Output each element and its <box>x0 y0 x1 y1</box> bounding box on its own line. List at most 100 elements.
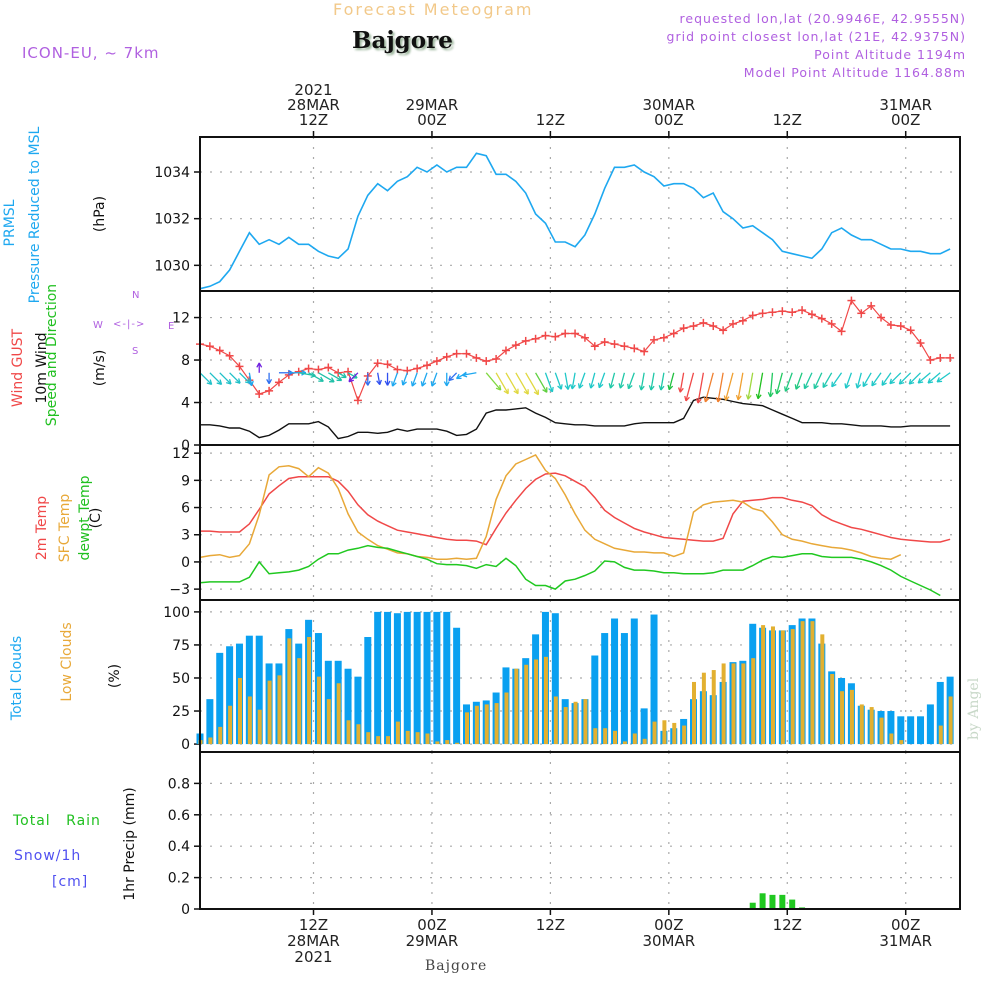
wind-arrow-head <box>420 381 423 387</box>
wind-arrow-shaft <box>704 372 714 403</box>
wind-arrow-shaft <box>889 372 902 385</box>
panel-2: −3 0 3 6 9 12 <box>169 445 960 600</box>
total-cloud-bar <box>226 646 234 745</box>
wind-arrow-head <box>542 389 548 393</box>
gust-marker <box>511 341 520 350</box>
wind-arrow-head <box>660 385 665 391</box>
wind-arrow-head <box>266 379 270 385</box>
gust-marker <box>373 359 382 368</box>
wind-arrow-head <box>677 387 681 393</box>
gust-marker <box>630 344 639 353</box>
low-cloud-bar <box>316 676 321 745</box>
wind-arrow-head <box>755 393 759 399</box>
low-cloud-bar <box>425 733 430 745</box>
wind-arrow-head <box>348 379 354 383</box>
wind-arrow-head <box>567 384 571 390</box>
wind-arrow-shaft <box>757 372 764 399</box>
wind-arrow <box>638 372 645 391</box>
gust-marker <box>580 333 589 342</box>
wind-arrow-head <box>578 384 584 389</box>
gust-marker <box>936 353 945 362</box>
low-cloud-bar <box>652 721 657 745</box>
y-tick-label: 0.4 <box>168 839 190 855</box>
wind-arrow-shaft <box>881 372 892 386</box>
top-time-label: 12Z <box>773 113 802 128</box>
gust-marker <box>393 365 402 374</box>
requested-coords: requested lon,lat (20.9946E, 42.9555N) <box>679 11 966 26</box>
wind-arrow-shaft <box>578 372 586 389</box>
wind-arrow-head <box>268 379 273 385</box>
wind-arrow-head <box>627 383 630 389</box>
total-cloud-bar <box>453 627 461 745</box>
wind-arrow-head <box>889 381 895 385</box>
gust-marker <box>265 386 274 395</box>
low-cloud-bar <box>613 730 618 745</box>
wind-arrow <box>318 372 335 383</box>
total-cloud-bar <box>897 716 905 745</box>
wind-arrow <box>209 372 223 386</box>
wind-arrow-shaft <box>308 372 324 382</box>
low-cloud-bar <box>810 621 815 745</box>
y-tick-label: 75 <box>172 638 190 654</box>
wind-arrow <box>256 362 263 373</box>
wind-arrow-head <box>871 383 877 387</box>
wind-arrow <box>794 372 803 390</box>
wind-arrow <box>219 372 232 385</box>
low-cloud-bar <box>632 733 637 745</box>
wind-arrow-head <box>364 380 369 386</box>
wind-arrow-head <box>795 385 801 390</box>
wind-arrow-shaft <box>769 372 774 397</box>
wind-arrow-shaft <box>248 372 253 386</box>
total-cloud-bar <box>374 611 382 745</box>
low-cloud-bar <box>889 733 894 745</box>
total-cloud-bar <box>936 681 944 745</box>
low-cloud-bar <box>326 699 331 745</box>
total-cloud-bar <box>611 618 619 745</box>
time-label-line: 31MAR <box>879 96 933 114</box>
bottom-time-label: 12Z 28MAR 2021 <box>287 917 340 965</box>
wind-arrow-head <box>668 385 674 391</box>
y-tick-label: 1034 <box>154 165 190 181</box>
bottom-time-label: 12Z <box>773 917 802 933</box>
time-label-line: 12Z <box>772 111 802 129</box>
station-name: Bajgore <box>352 27 453 54</box>
wind-arrow <box>410 372 418 387</box>
wind-arrow <box>569 372 576 390</box>
rain-bar <box>779 894 786 909</box>
y-tick-label: 1032 <box>154 212 190 228</box>
wind-arrow <box>308 372 324 382</box>
low-cloud-bar <box>672 722 677 745</box>
wind-arrow <box>597 372 606 389</box>
wind-arrow <box>862 372 872 388</box>
wind-arrow-head <box>411 382 417 387</box>
total-cloud-bar <box>384 611 392 745</box>
y-tick-label: 0 <box>181 555 190 571</box>
gust-marker <box>413 364 422 373</box>
panel-frame <box>199 751 961 910</box>
gust-marker <box>916 339 925 348</box>
wind-arrow-head <box>715 397 719 403</box>
gust-marker <box>235 362 244 371</box>
wind-arrow <box>337 372 347 379</box>
wind-arrow-head <box>206 382 212 386</box>
wind-arrow-head <box>899 381 905 385</box>
low-cloud-bar <box>869 707 874 745</box>
wind-arrow-head <box>386 380 391 386</box>
wind-arrow-head <box>845 384 850 389</box>
wind-arrow-head <box>311 372 316 377</box>
y-tick-label: 50 <box>172 671 190 687</box>
wind-arrow-shaft <box>747 372 754 400</box>
wind-arrow-head <box>455 373 460 379</box>
wind-arrow-shaft <box>402 372 408 386</box>
wind-arrow-shaft <box>927 372 941 384</box>
wind-arrow-shaft <box>505 372 519 395</box>
wind-arrow-head <box>685 396 690 402</box>
gust-marker <box>452 349 461 358</box>
time-label-line: 00Z <box>891 916 921 934</box>
total-cloud-bar <box>344 668 352 745</box>
wind-arrow <box>544 372 554 393</box>
wind-arrow-shaft <box>209 372 222 385</box>
wind-arrow <box>266 372 273 385</box>
gust-marker <box>442 352 451 361</box>
time-label-line: 28MAR <box>287 932 340 950</box>
